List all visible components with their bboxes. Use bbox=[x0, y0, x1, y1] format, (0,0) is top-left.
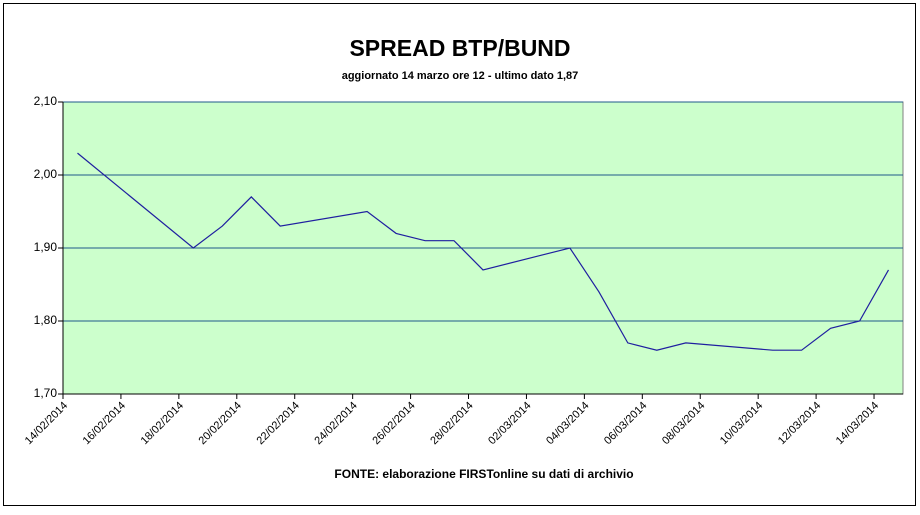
chart-title: SPREAD BTP/BUND bbox=[349, 35, 570, 61]
y-tick-label: 1,90 bbox=[34, 240, 58, 254]
source-note: FONTE: elaborazione FIRSTonline su dati … bbox=[334, 467, 633, 481]
data-line bbox=[77, 152, 890, 351]
chart-subtitle: aggiornato 14 marzo ore 12 - ultimo dato… bbox=[342, 70, 579, 82]
y-tick-label: 2,00 bbox=[34, 167, 58, 181]
y-tick-label: 2,10 bbox=[34, 94, 58, 108]
y-tick-label: 1,70 bbox=[34, 386, 58, 400]
y-tick-label: 1,80 bbox=[34, 313, 58, 327]
